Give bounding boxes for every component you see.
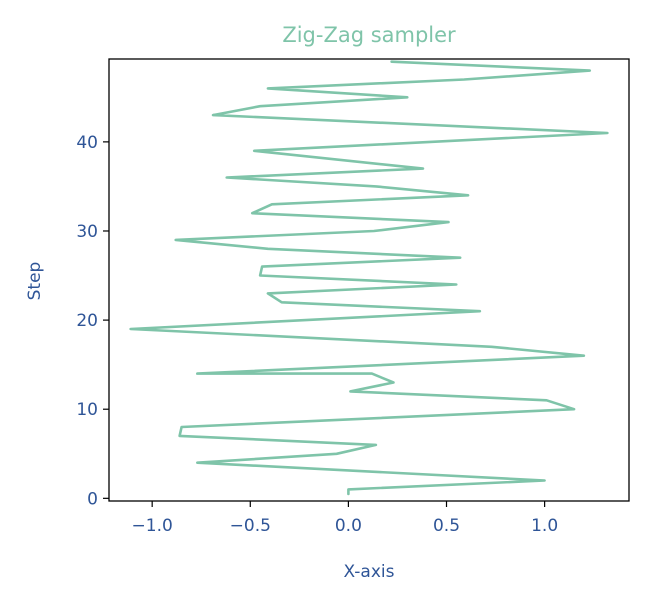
series-line-0	[129, 60, 609, 496]
x-tick-label: 1.0	[531, 516, 558, 536]
x-tick-label: −1.0	[132, 516, 173, 536]
y-tick-label: 0	[87, 489, 98, 509]
plot-frame	[108, 58, 630, 502]
x-tick-label: 0.5	[433, 516, 460, 536]
x-tick-label: 0.0	[335, 516, 362, 536]
y-tick-label: 30	[76, 222, 98, 242]
x-axis-label: X-axis	[344, 562, 395, 582]
y-tick-label: 10	[76, 400, 98, 420]
chart-title: Zig-Zag sampler	[282, 23, 456, 47]
x-tick-label: −0.5	[230, 516, 271, 536]
y-tick-label: 20	[76, 311, 98, 331]
y-axis-label: Step	[25, 262, 45, 301]
plot-area: −1.0 −0.5 0.0 0.5 1.0 0 10 20 30 40	[76, 58, 630, 536]
y-tick-label: 40	[76, 133, 98, 153]
